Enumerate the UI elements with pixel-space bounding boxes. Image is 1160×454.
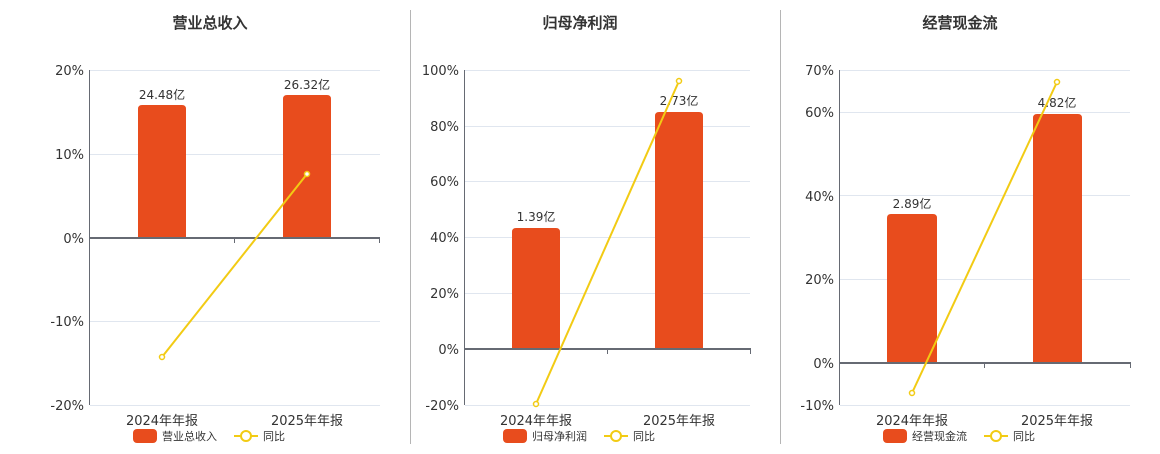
yoy-point-2024[interactable]: [908, 389, 916, 397]
x-label-2024: 2024年年报: [876, 414, 948, 429]
svg-text:-10%: -10%: [50, 315, 84, 330]
svg-text:-10%: -10%: [800, 399, 834, 414]
bar-label-2024: 2.89亿: [893, 196, 932, 211]
svg-text:0%: 0%: [438, 343, 459, 358]
svg-text:100%: 100%: [422, 64, 459, 79]
bar-2025[interactable]: [655, 112, 703, 349]
cash-flow-chart: 经营现金流 70% 60% 40% 20% 0% -10% 2.89亿 4.82…: [800, 14, 1131, 443]
bar-2025[interactable]: [1033, 114, 1082, 363]
svg-text:40%: 40%: [805, 190, 834, 205]
y-tick-labels: 70% 60% 40% 20% 0% -10%: [800, 64, 834, 414]
svg-text:20%: 20%: [430, 287, 459, 302]
legend[interactable]: 经营现金流 同比: [883, 429, 1035, 443]
legend-bar-label[interactable]: 营业总收入: [162, 429, 217, 443]
yoy-point-2025[interactable]: [675, 77, 683, 85]
yoy-point-2024[interactable]: [158, 353, 166, 361]
legend-bar-label[interactable]: 经营现金流: [912, 429, 967, 443]
grid-lines: [465, 70, 750, 406]
legend-bar-label[interactable]: 归母净利润: [532, 429, 587, 443]
chart-title: 经营现金流: [922, 14, 997, 32]
chart-title: 归母净利润: [542, 14, 617, 32]
legend-line-marker: [990, 430, 1002, 442]
svg-text:60%: 60%: [805, 106, 834, 121]
yoy-point-2024[interactable]: [532, 400, 540, 408]
x-label-2025: 2025年年报: [271, 414, 343, 429]
svg-text:0%: 0%: [63, 232, 84, 247]
net-profit-chart: 归母净利润 100% 80% 60% 40% 20% 0% -20% 1.39亿…: [422, 14, 751, 443]
legend-bar-swatch: [883, 429, 907, 443]
panel-divider: [780, 10, 781, 444]
bar-label-2025: 26.32亿: [284, 77, 330, 92]
svg-text:20%: 20%: [805, 273, 834, 288]
legend-line-label[interactable]: 同比: [633, 430, 655, 443]
svg-text:20%: 20%: [55, 64, 84, 79]
chart-title: 营业总收入: [172, 14, 247, 32]
svg-text:0%: 0%: [813, 357, 834, 372]
bar-label-2025: 2.73亿: [660, 93, 699, 108]
legend-line-label[interactable]: 同比: [263, 430, 285, 443]
svg-text:-20%: -20%: [50, 399, 84, 414]
x-label-2025: 2025年年报: [643, 414, 715, 429]
yoy-point-2025[interactable]: [1053, 78, 1061, 86]
bar-label-2024: 24.48亿: [139, 87, 185, 102]
yoy-line: [161, 173, 308, 358]
chart-panel-net-profit: 归母净利润 100% 80% 60% 40% 20% 0% -20% 1.39亿…: [400, 0, 780, 450]
legend[interactable]: 营业总收入 同比: [133, 429, 285, 443]
legend-line-marker: [610, 430, 622, 442]
bar-label-2025: 4.82亿: [1038, 95, 1077, 110]
x-label-2025: 2025年年报: [1021, 414, 1093, 429]
x-label-2024: 2024年年报: [500, 414, 572, 429]
bar-2024[interactable]: [887, 214, 937, 363]
legend-bar-swatch: [133, 429, 157, 443]
x-label-2024: 2024年年报: [126, 414, 198, 429]
svg-text:-20%: -20%: [425, 399, 459, 414]
chart-panel-cash-flow: 经营现金流 70% 60% 40% 20% 0% -10% 2.89亿 4.82…: [770, 0, 1160, 450]
yoy-point-2025[interactable]: [303, 170, 311, 178]
bar-2024[interactable]: [512, 228, 560, 349]
svg-text:40%: 40%: [430, 231, 459, 246]
legend-bar-swatch: [503, 429, 527, 443]
legend-line-marker: [240, 430, 252, 442]
bar-2024[interactable]: [138, 105, 186, 238]
bar-2025[interactable]: [283, 95, 331, 238]
bar-label-2024: 1.39亿: [517, 209, 556, 224]
legend[interactable]: 归母净利润 同比: [503, 429, 655, 443]
chart-panel-revenue: 营业总收入 20% 10% 0% -10% -20% 24.48亿 26.32亿: [0, 0, 400, 450]
y-tick-labels: 100% 80% 60% 40% 20% 0% -20%: [422, 64, 459, 414]
y-tick-labels: 20% 10% 0% -10% -20%: [50, 64, 84, 414]
yoy-line: [911, 81, 1058, 394]
revenue-chart: 营业总收入 20% 10% 0% -10% -20% 24.48亿 26.32亿: [50, 14, 380, 443]
svg-text:60%: 60%: [430, 175, 459, 190]
yoy-line: [535, 80, 680, 405]
svg-text:70%: 70%: [805, 64, 834, 79]
panel-divider: [410, 10, 411, 444]
legend-line-label[interactable]: 同比: [1013, 430, 1035, 443]
svg-text:10%: 10%: [55, 148, 84, 163]
svg-text:80%: 80%: [430, 120, 459, 135]
